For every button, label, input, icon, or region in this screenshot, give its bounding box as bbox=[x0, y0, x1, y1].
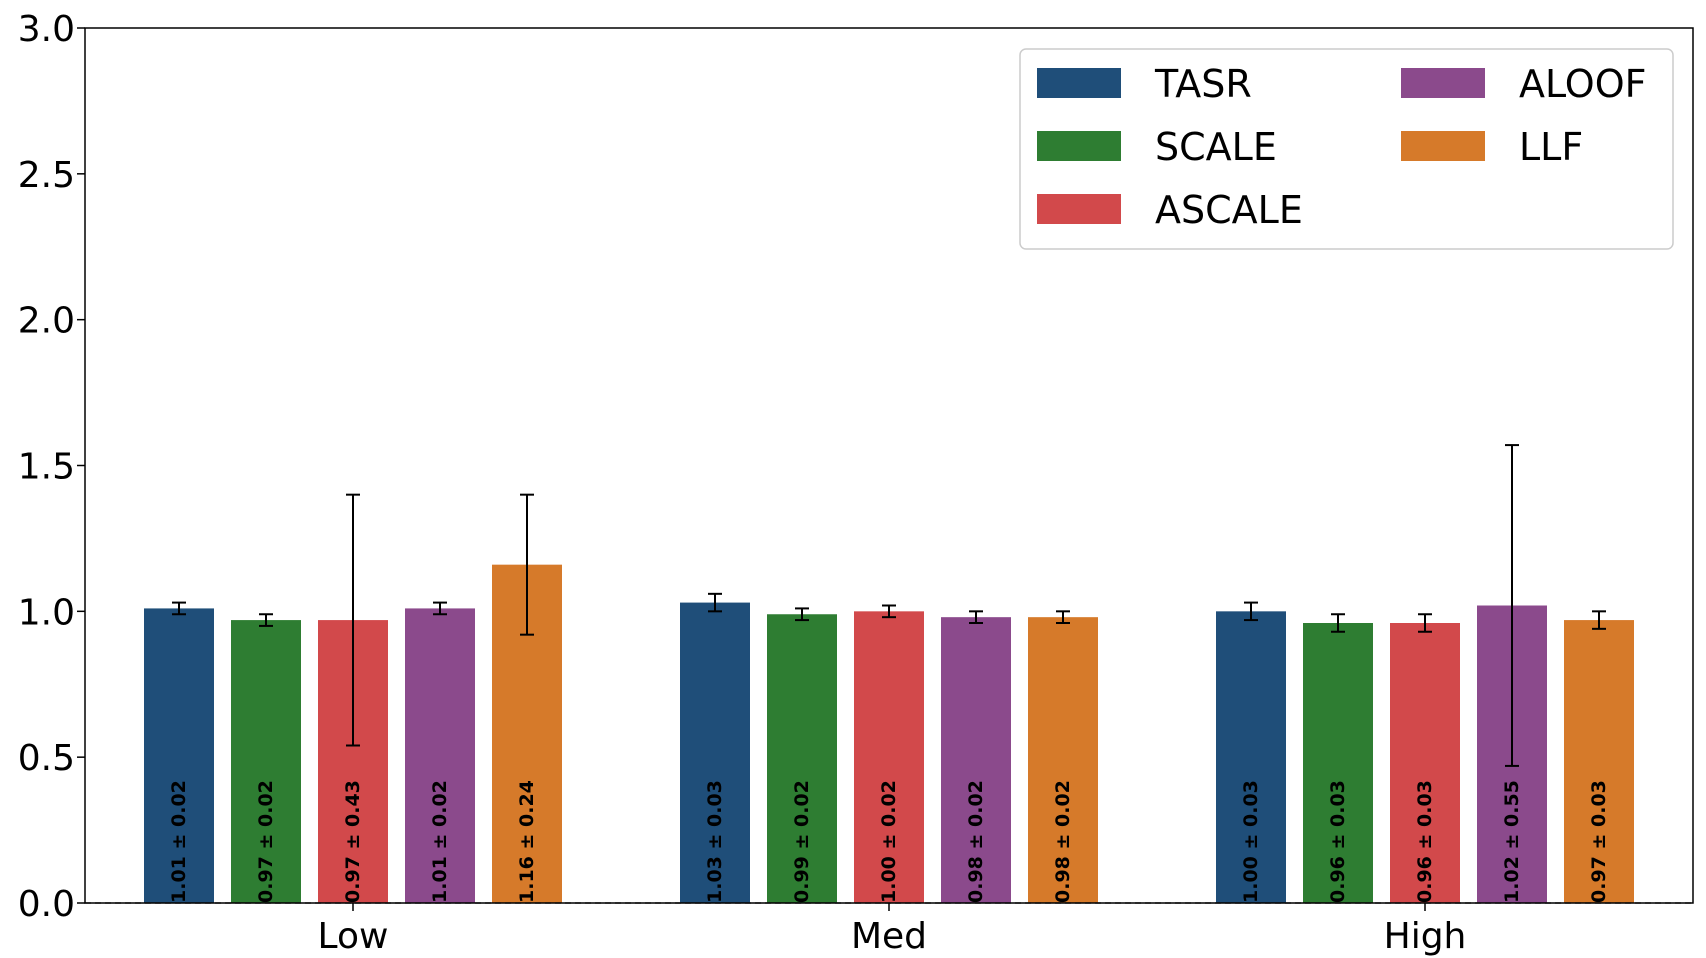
bar bbox=[1028, 617, 1098, 903]
bar-value-label: 1.00 ± 0.03 bbox=[1240, 780, 1262, 903]
legend-swatch bbox=[1401, 68, 1485, 98]
bar bbox=[405, 608, 475, 903]
legend-box bbox=[1019, 48, 1674, 250]
bar-value-label: 1.02 ± 0.55 bbox=[1501, 780, 1523, 903]
legend-label: LLF bbox=[1519, 125, 1583, 169]
legend-swatch bbox=[1401, 131, 1485, 161]
bar-value-label: 0.97 ± 0.43 bbox=[342, 780, 364, 903]
y-tick-label: 1.5 bbox=[18, 447, 75, 488]
y-tick-label: 2.5 bbox=[18, 155, 75, 196]
bar bbox=[941, 617, 1011, 903]
error-bars-layer bbox=[172, 444, 1606, 767]
legend-label: ALOOF bbox=[1519, 62, 1647, 106]
x-tick-label: Low bbox=[318, 916, 389, 957]
y-tick-label: 3.0 bbox=[18, 9, 75, 50]
legend-swatch bbox=[1037, 68, 1121, 98]
bar-value-label: 0.97 ± 0.03 bbox=[1588, 780, 1610, 903]
x-tick-label: Med bbox=[851, 916, 927, 957]
bar bbox=[680, 602, 750, 903]
legend-label: TASR bbox=[1154, 62, 1252, 106]
y-tick-label: 2.0 bbox=[18, 301, 75, 342]
bar-value-label: 0.98 ± 0.02 bbox=[965, 780, 987, 903]
bar bbox=[767, 614, 837, 903]
bar bbox=[1390, 623, 1460, 903]
axes-layer: 0.0 0.5 1.0 1.5 2.0 2.5 3.0 Low Med High bbox=[18, 9, 1694, 957]
legend: TASR SCALE ASCALE ALOOF LLF bbox=[1019, 48, 1674, 250]
legend-label: SCALE bbox=[1155, 125, 1277, 169]
bar bbox=[1564, 620, 1634, 903]
bar-value-label: 1.01 ± 0.02 bbox=[168, 780, 190, 903]
y-tick-label: 1.0 bbox=[18, 592, 75, 633]
bar-value-label: 0.98 ± 0.02 bbox=[1052, 780, 1074, 903]
bar bbox=[1303, 623, 1373, 903]
bar bbox=[231, 620, 301, 903]
y-tick-label: 0.0 bbox=[18, 884, 75, 925]
bar-value-label: 1.03 ± 0.03 bbox=[704, 780, 726, 903]
y-tick-label: 0.5 bbox=[18, 738, 75, 779]
bars-layer bbox=[144, 564, 1634, 903]
bar-value-label: 0.96 ± 0.03 bbox=[1414, 780, 1436, 903]
bar bbox=[144, 608, 214, 903]
bar-value-label: 1.16 ± 0.24 bbox=[516, 780, 538, 903]
bar bbox=[854, 611, 924, 903]
bar-labels-layer: 1.01 ± 0.02 0.97 ± 0.02 0.97 ± 0.43 1.01 ± … bbox=[168, 780, 1610, 903]
bar-value-label: 1.00 ± 0.02 bbox=[878, 780, 900, 903]
legend-swatch bbox=[1037, 131, 1121, 161]
bar bbox=[1216, 611, 1286, 903]
bar-value-label: 0.97 ± 0.02 bbox=[255, 780, 277, 903]
bar-value-label: 0.99 ± 0.02 bbox=[791, 780, 813, 903]
legend-label: ASCALE bbox=[1155, 188, 1303, 232]
bar-value-label: 0.96 ± 0.03 bbox=[1327, 780, 1349, 903]
legend-swatch bbox=[1037, 194, 1121, 224]
x-tick-label: High bbox=[1384, 916, 1467, 957]
bar-value-label: 1.01 ± 0.02 bbox=[429, 780, 451, 903]
